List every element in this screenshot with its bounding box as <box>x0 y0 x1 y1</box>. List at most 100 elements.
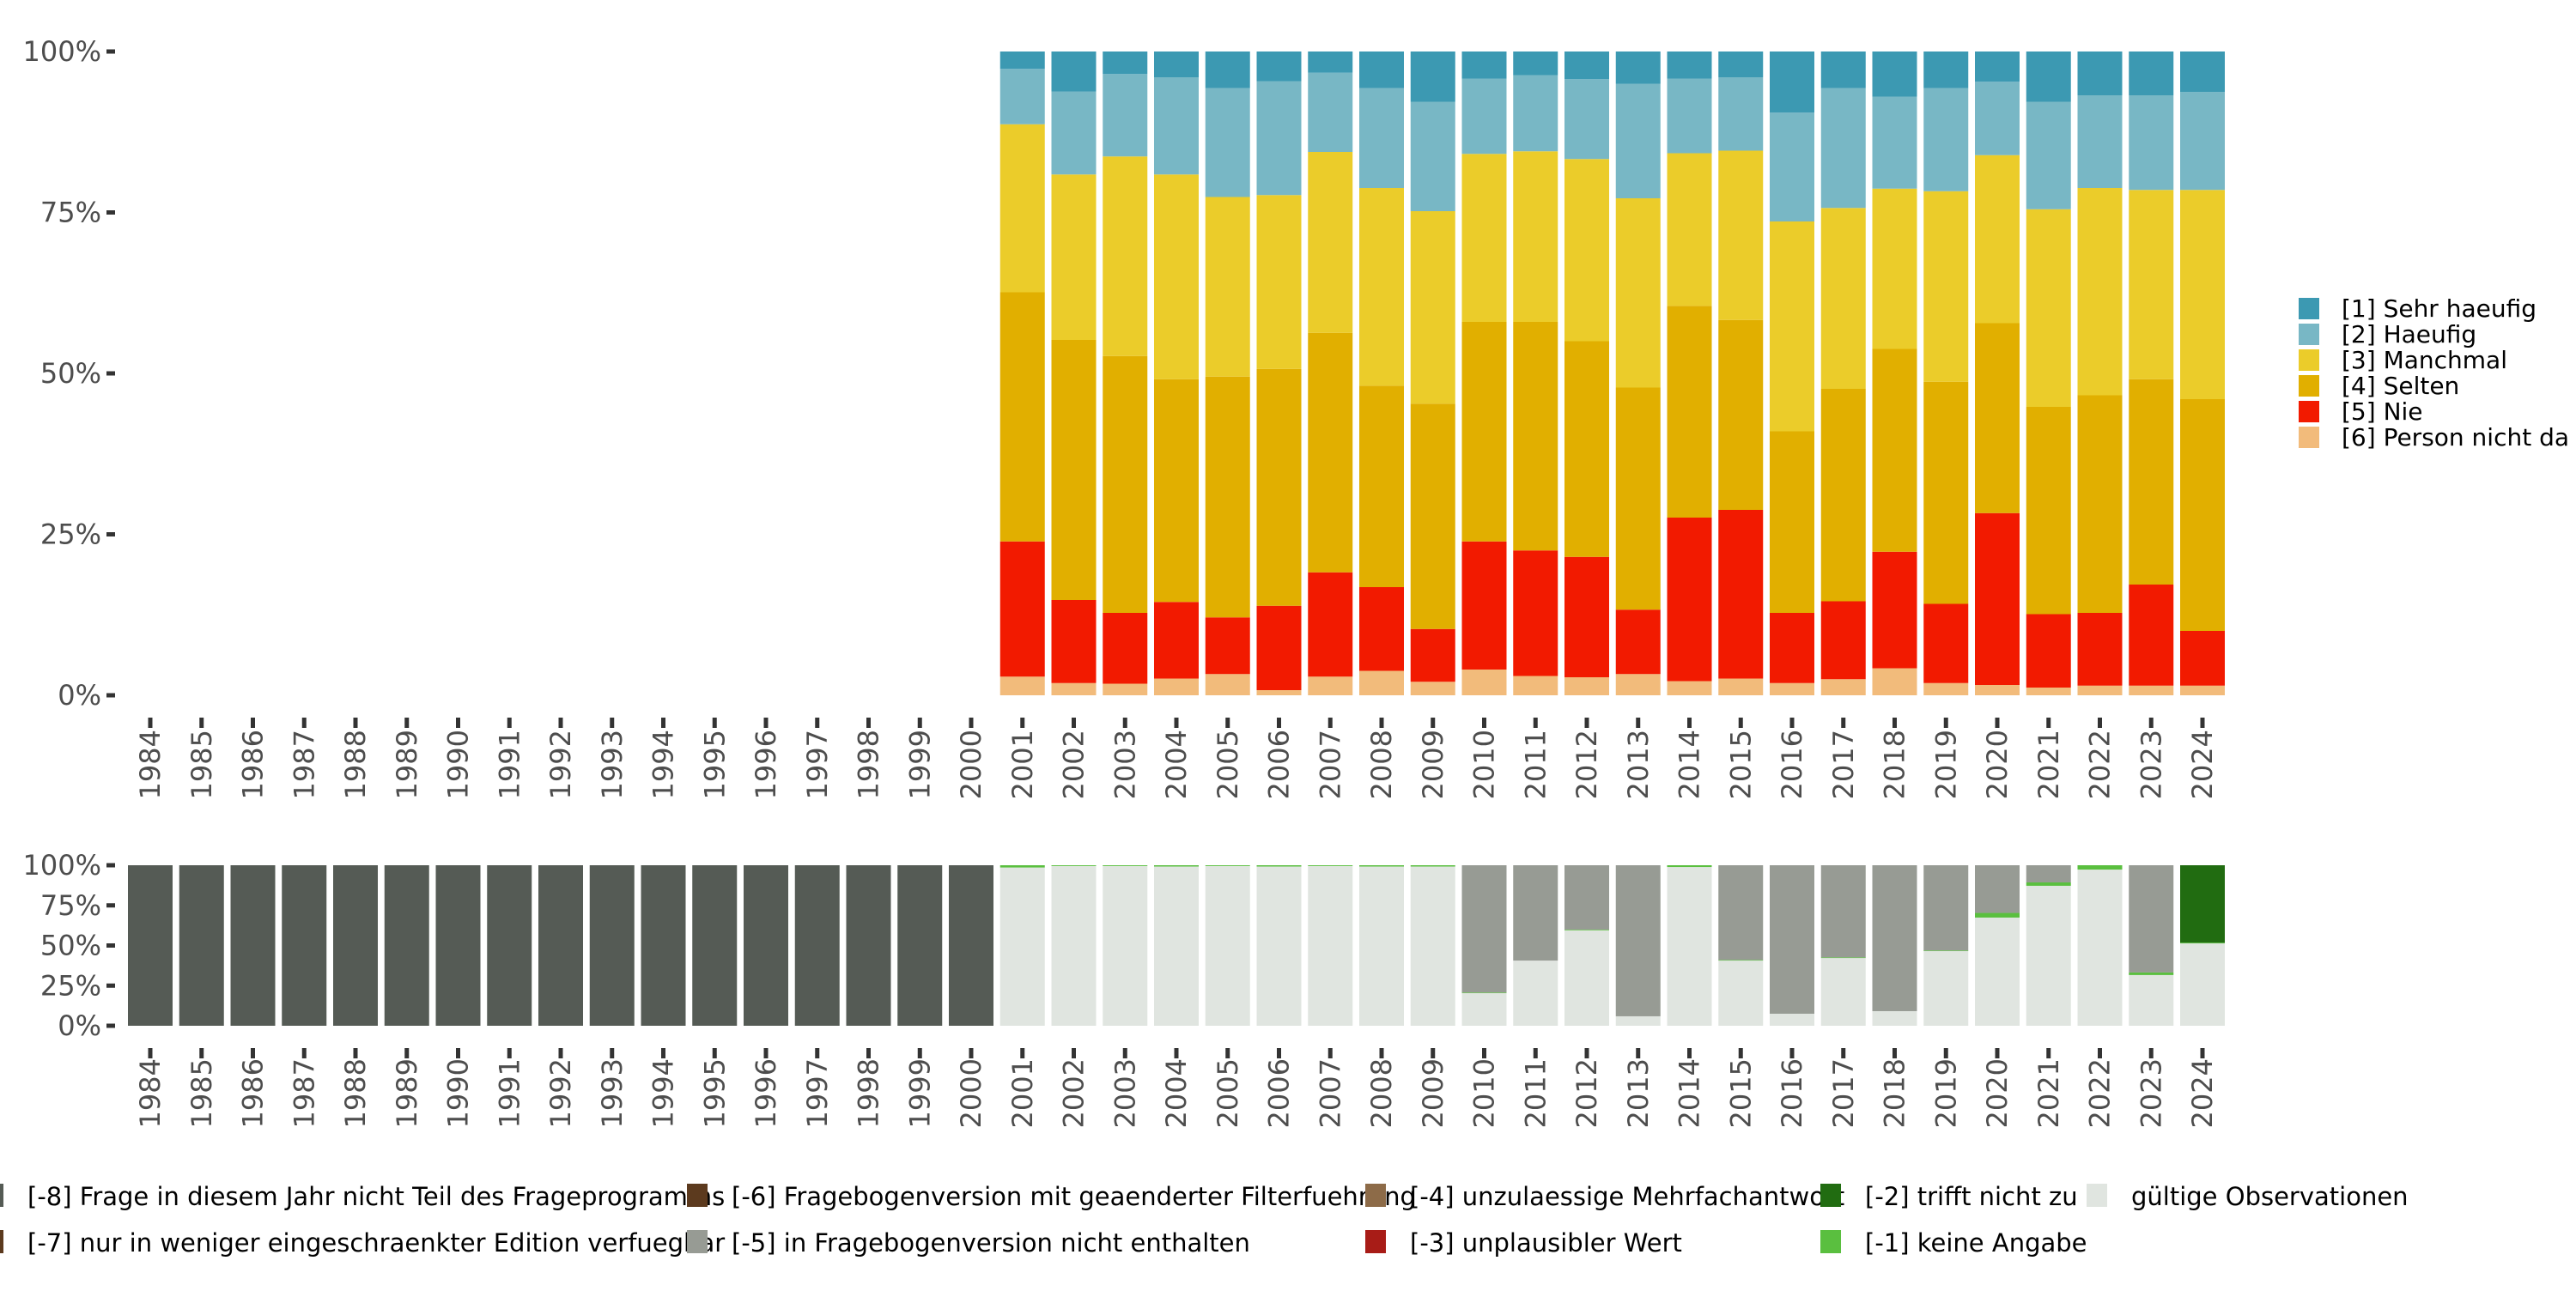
x-tick-label: 2019 <box>1929 1058 1962 1128</box>
x-tick-label: 2004 <box>1160 1058 1193 1128</box>
x-tick-label: 2000 <box>955 730 987 799</box>
bar-segment-1-keine-angabe-2019 <box>1923 950 1969 952</box>
bar-segment-4-selten-2018 <box>1872 349 1917 552</box>
bar-segment-5-nie-2018 <box>1872 551 1917 669</box>
bar-segment-8-frage-in-diesem-jahr-nicht-teil-des-frageprogramms-1993 <box>589 865 635 1026</box>
y-tick-label: 0% <box>58 1009 101 1042</box>
x-tick-label: 1984 <box>134 1058 167 1128</box>
y-tick-mark <box>106 371 115 376</box>
x-tick-label: 1989 <box>391 1058 423 1128</box>
bar-segment-5-nie-2007 <box>1308 572 1353 677</box>
bar-segment-8-frage-in-diesem-jahr-nicht-teil-des-frageprogramms-1985 <box>179 865 224 1026</box>
bar-segment-1-sehr-haeufig-2014 <box>1667 52 1712 79</box>
x-tick-mark <box>558 718 563 728</box>
x-tick-mark <box>199 718 204 728</box>
x-tick-mark <box>1072 718 1076 728</box>
bar-segment-2-haeufig-2011 <box>1513 75 1558 152</box>
bar-segment-5-nie-2017 <box>1820 601 1866 680</box>
x-tick-label: 2021 <box>2032 730 2065 799</box>
bar-segment-4-selten-2001 <box>999 292 1045 542</box>
x-tick-label: 2012 <box>1571 730 1603 799</box>
x-tick-mark <box>763 718 769 728</box>
bar-segment-g-ltige-observationen-2023 <box>2129 974 2174 1026</box>
bar-segment-6-person-nicht-da-2013 <box>1615 674 1661 695</box>
x-tick-mark <box>661 1048 665 1058</box>
x-tick-mark <box>917 1048 922 1058</box>
bar-segment-2-haeufig-2009 <box>1410 101 1455 211</box>
bar-segment-2-haeufig-2022 <box>2077 95 2123 188</box>
bar-segment-4-selten-2017 <box>1820 389 1866 602</box>
bar-segment-1-sehr-haeufig-2022 <box>2077 52 2123 95</box>
bar-segment-1-sehr-haeufig-2003 <box>1103 52 1148 75</box>
bar-segment-5-nie-2003 <box>1103 613 1148 684</box>
bar-segment-3-manchmal-2021 <box>2026 209 2071 407</box>
x-tick-mark <box>1995 1048 2000 1058</box>
legend-swatch <box>2299 298 2319 319</box>
x-tick-label: 2017 <box>1827 1058 1860 1128</box>
bar-segment-5-nie-2011 <box>1513 550 1558 676</box>
bar-segment-6-person-nicht-da-2024 <box>2180 685 2225 695</box>
y-tick-label: 50% <box>40 357 101 390</box>
bar-segment-g-ltige-observationen-2022 <box>2077 870 2123 1026</box>
y-tick-label: 50% <box>40 930 101 962</box>
x-tick-label: 2003 <box>1109 730 1141 799</box>
bar-segment-5-nie-2001 <box>999 541 1045 677</box>
legend-swatch <box>1365 1184 1386 1207</box>
legend-label: [-8] Frage in diesem Jahr nicht Teil des… <box>27 1182 725 1211</box>
x-tick-label: 1996 <box>750 730 782 799</box>
x-tick-mark <box>2200 1048 2205 1058</box>
y-tick-label: 100% <box>23 849 101 882</box>
x-tick-label: 2010 <box>1468 1058 1501 1128</box>
bar-segment-2-haeufig-2019 <box>1923 88 1969 191</box>
bar-segment-1-sehr-haeufig-2018 <box>1872 52 1917 97</box>
x-tick-mark <box>507 718 512 728</box>
bar-segment-2-haeufig-2013 <box>1615 83 1661 198</box>
bar-segment-g-ltige-observationen-2015 <box>1718 961 1764 1026</box>
bar-segment-4-selten-2012 <box>1564 341 1609 557</box>
bar-segment-1-sehr-haeufig-2017 <box>1820 52 1866 88</box>
bar-segment-6-person-nicht-da-2019 <box>1923 682 1969 695</box>
bar-segment-8-frage-in-diesem-jahr-nicht-teil-des-frageprogramms-1995 <box>692 865 738 1026</box>
x-tick-mark <box>815 1048 820 1058</box>
legend-label: [-7] nur in weniger eingeschraenkter Edi… <box>27 1228 725 1258</box>
bar-segment-1-sehr-haeufig-2019 <box>1923 52 1969 88</box>
bar-segment-6-person-nicht-da-2007 <box>1308 676 1353 695</box>
x-tick-mark <box>866 1048 871 1058</box>
bar-segment-2-haeufig-2012 <box>1564 79 1609 160</box>
x-tick-mark <box>661 718 665 728</box>
bar-segment-g-ltige-observationen-2024 <box>2180 943 2225 1026</box>
legend-label: [1] Sehr haeufig <box>2342 294 2537 323</box>
bar-segment-6-person-nicht-da-2008 <box>1359 670 1404 695</box>
x-tick-label: 1988 <box>339 730 372 799</box>
bar-segment-4-selten-2011 <box>1513 322 1558 551</box>
bar-segment-4-selten-2023 <box>2129 379 2174 585</box>
x-tick-mark <box>1225 1048 1230 1058</box>
bar-segment-1-sehr-haeufig-2008 <box>1359 52 1404 88</box>
x-tick-mark <box>1482 718 1486 728</box>
y-tick-mark <box>106 49 115 54</box>
bar-segment-g-ltige-observationen-2020 <box>1975 917 2020 1026</box>
bar-segment-1-sehr-haeufig-2021 <box>2026 52 2071 102</box>
x-tick-mark <box>199 1048 204 1058</box>
bar-segment-8-frage-in-diesem-jahr-nicht-teil-des-frageprogramms-1996 <box>744 865 788 1026</box>
legend-swatch <box>2299 349 2319 371</box>
x-tick-label: 2009 <box>1417 1058 1449 1128</box>
bar-segment-5-in-fragebogenversion-nicht-enthalten-2019 <box>1923 865 1969 951</box>
y-tick-mark <box>106 693 115 698</box>
x-tick-mark <box>1020 718 1025 728</box>
bar-segment-5-in-fragebogenversion-nicht-enthalten-2021 <box>2026 865 2071 883</box>
x-tick-label: 2022 <box>2084 730 2117 799</box>
bar-segment-6-person-nicht-da-2002 <box>1051 682 1097 695</box>
bar-segment-2-trifft-nicht-zu-2024 <box>2180 865 2225 943</box>
bar-segment-1-sehr-haeufig-2011 <box>1513 52 1558 76</box>
bar-segment-4-selten-2005 <box>1205 376 1250 618</box>
bar-segment-3-manchmal-2023 <box>2129 190 2174 379</box>
legend-label: [-5] in Fragebogenversion nicht enthalte… <box>732 1228 1250 1258</box>
bar-segment-6-person-nicht-da-2003 <box>1103 683 1148 695</box>
x-tick-label: 2019 <box>1929 730 1962 799</box>
x-tick-mark <box>1020 1048 1025 1058</box>
legend-swatch <box>2299 401 2319 422</box>
bar-segment-6-person-nicht-da-2017 <box>1820 679 1866 695</box>
x-tick-label: 2003 <box>1109 1058 1141 1128</box>
y-tick-mark <box>106 983 115 988</box>
